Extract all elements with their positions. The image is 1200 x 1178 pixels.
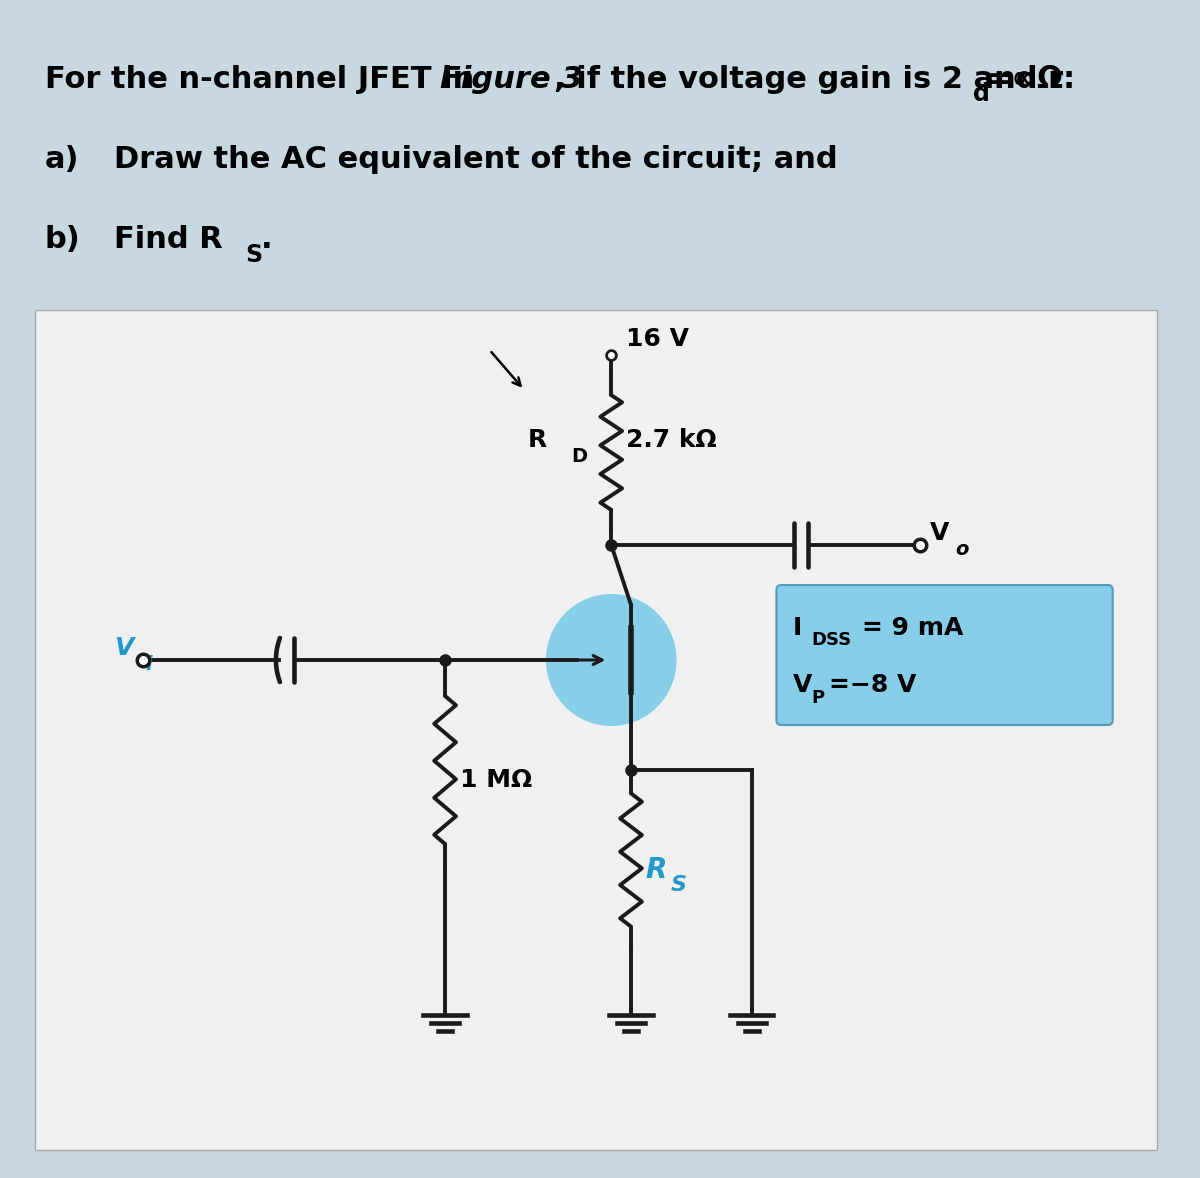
Text: V: V (793, 673, 812, 697)
Text: .: . (262, 225, 272, 254)
Text: b): b) (44, 225, 80, 254)
Circle shape (547, 595, 676, 724)
Text: 2.7 kΩ: 2.7 kΩ (626, 428, 716, 452)
Text: Find R: Find R (114, 225, 222, 254)
Text: V: V (114, 636, 133, 660)
Text: Draw the AC equivalent of the circuit; and: Draw the AC equivalent of the circuit; a… (114, 145, 838, 174)
Text: V: V (930, 521, 949, 545)
Text: S: S (671, 875, 686, 895)
FancyBboxPatch shape (776, 585, 1112, 724)
Text: 16 V: 16 V (626, 327, 689, 351)
Text: D: D (571, 446, 588, 465)
Text: = 9 mA: = 9 mA (863, 616, 964, 640)
Text: R: R (528, 428, 547, 452)
Text: S: S (245, 243, 263, 267)
Text: =∞Ω:: =∞Ω: (988, 65, 1076, 94)
Text: 1 MΩ: 1 MΩ (460, 768, 532, 792)
FancyBboxPatch shape (35, 310, 1157, 1150)
Text: , if the voltage gain is 2 and r: , if the voltage gain is 2 and r (554, 65, 1063, 94)
Text: a): a) (44, 145, 79, 174)
Text: DSS: DSS (811, 631, 851, 649)
Text: R: R (646, 856, 667, 884)
Text: =−8 V: =−8 V (829, 673, 917, 697)
Text: I: I (793, 616, 803, 640)
Text: P: P (811, 689, 824, 707)
Text: Figure 3: Figure 3 (440, 65, 583, 94)
Text: For the n-channel JFET in: For the n-channel JFET in (44, 65, 485, 94)
Text: d: d (973, 82, 990, 106)
Text: o: o (955, 540, 968, 558)
Text: i: i (145, 655, 152, 674)
